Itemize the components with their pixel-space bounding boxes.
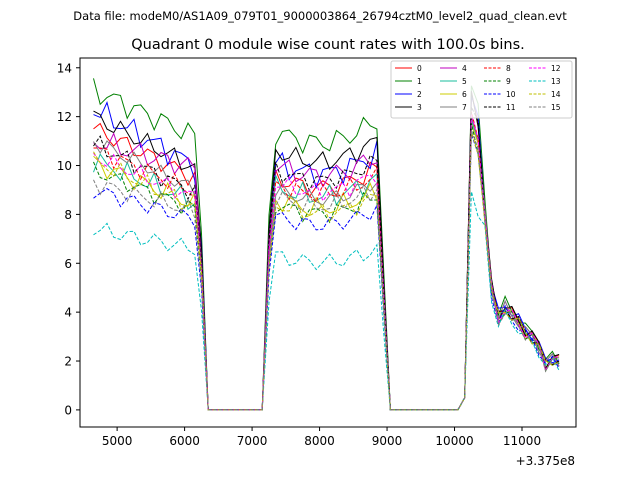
series-layer: [93, 78, 560, 411]
x-axis: 5000 6000 7000 8000 9000 10000 11000: [102, 427, 541, 448]
legend-label-1: 1: [417, 77, 422, 86]
legend-label-12: 12: [551, 64, 561, 73]
series-line-15: [93, 130, 560, 411]
series-lines: [93, 78, 560, 411]
x-tick-label: 10000: [435, 434, 473, 448]
legend-label-9: 9: [506, 77, 511, 86]
x-offset-label: +3.375e8: [516, 454, 575, 468]
legend-label-11: 11: [506, 103, 516, 112]
plot-frame: [79, 57, 577, 428]
x-tick-label: 5000: [102, 434, 133, 448]
x-tick-label: 6000: [169, 434, 200, 448]
legend-label-4: 4: [462, 64, 467, 73]
legend-label-7: 7: [462, 103, 467, 112]
series-line-1: [93, 78, 560, 411]
datafile-header: Data file: modeM0/AS1A09_079T01_90000038…: [73, 9, 567, 23]
y-tick-label: 14: [57, 61, 72, 75]
y-tick-label: 8: [64, 208, 72, 222]
legend-label-3: 3: [417, 103, 422, 112]
legend-label-14: 14: [551, 90, 561, 99]
x-tick-label: 9000: [372, 434, 403, 448]
legend-label-13: 13: [551, 77, 561, 86]
y-tick-label: 10: [57, 159, 72, 173]
y-axis: 0 2 4 6 8 10 12 14: [57, 61, 80, 417]
y-tick-label: 2: [64, 355, 72, 369]
series-line-12: [93, 114, 560, 411]
legend-label-15: 15: [551, 103, 561, 112]
y-tick-label: 4: [64, 306, 72, 320]
legend-label-6: 6: [462, 90, 467, 99]
legend-label-10: 10: [506, 90, 516, 99]
legend-frame: [390, 60, 573, 119]
legend-label-2: 2: [417, 90, 422, 99]
y-tick-label: 6: [64, 257, 72, 271]
x-tick-label: 7000: [237, 434, 268, 448]
legend-label-5: 5: [462, 77, 467, 86]
legend-label-0: 0: [417, 64, 422, 73]
x-tick-label: 11000: [503, 434, 541, 448]
y-tick-label: 12: [57, 110, 72, 124]
chart-title: Quadrant 0 module wise count rates with …: [131, 37, 525, 53]
x-tick-label: 8000: [304, 434, 335, 448]
plot-area: 5000 6000 7000 8000 9000 10000 11000 024681012…: [57, 57, 577, 468]
series-line-13: [93, 191, 560, 411]
series-line-11: [93, 106, 560, 411]
legend-label-8: 8: [506, 64, 511, 73]
y-tick-label: 0: [64, 403, 72, 417]
